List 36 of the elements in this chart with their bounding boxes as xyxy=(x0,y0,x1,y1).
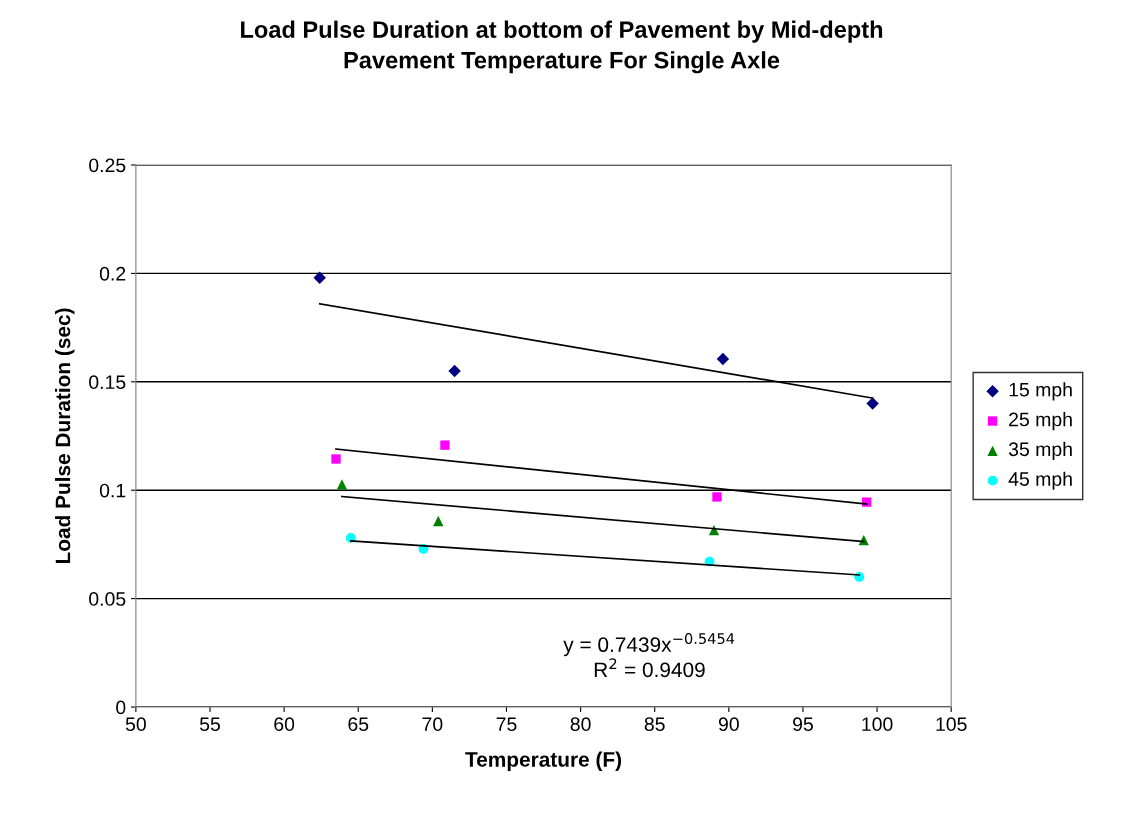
x-axis-title: Temperature (F) xyxy=(465,751,622,771)
legend-label: 45 mph xyxy=(1008,471,1072,490)
x-tick-label: 100 xyxy=(862,717,893,732)
x-tick-label: 95 xyxy=(793,717,813,732)
point xyxy=(336,479,348,490)
y-tick-label: 0.25 xyxy=(89,158,126,173)
x-tick-label: 90 xyxy=(718,717,739,732)
legend-label: 25 mph xyxy=(1009,412,1072,431)
x-tick-label: 105 xyxy=(936,717,967,732)
x-tick-label: 80 xyxy=(570,717,591,732)
y-axis-title: Load Pulse Duration (sec) xyxy=(55,308,75,564)
x-tick-label: 60 xyxy=(274,717,295,732)
x-tick-label: 70 xyxy=(422,717,443,732)
x-tick-label: 75 xyxy=(496,717,517,732)
point xyxy=(331,454,341,464)
annotation: R$^{2}$ = 0.9409 xyxy=(594,658,705,678)
annotation: y = 0.7439x$^{−0.5454}$ xyxy=(563,633,735,657)
y-tick-label: 0.15 xyxy=(89,375,126,390)
point xyxy=(716,352,730,366)
point xyxy=(448,364,461,378)
chart-title: Load Pulse Duration at bottom of Pavement by Mid-depth Pavement Temperature For Single Axle xyxy=(241,20,883,74)
legend-label: 35 mph xyxy=(1008,441,1072,460)
x-tick-label: 65 xyxy=(348,717,369,732)
y-tick-label: 0 xyxy=(116,700,126,715)
x-tick-label: 85 xyxy=(644,717,665,732)
point xyxy=(440,440,450,450)
x-tick-label: 55 xyxy=(199,717,220,732)
point xyxy=(866,397,879,410)
y-tick-label: 0.05 xyxy=(89,592,126,606)
legend-label: 15 mph xyxy=(1009,382,1072,401)
y-tick-label: 0.2 xyxy=(99,266,126,281)
point xyxy=(313,271,326,284)
point xyxy=(712,492,722,502)
x-tick-label: 50 xyxy=(125,717,146,732)
point xyxy=(433,515,444,527)
y-tick-label: 0.1 xyxy=(99,483,126,498)
